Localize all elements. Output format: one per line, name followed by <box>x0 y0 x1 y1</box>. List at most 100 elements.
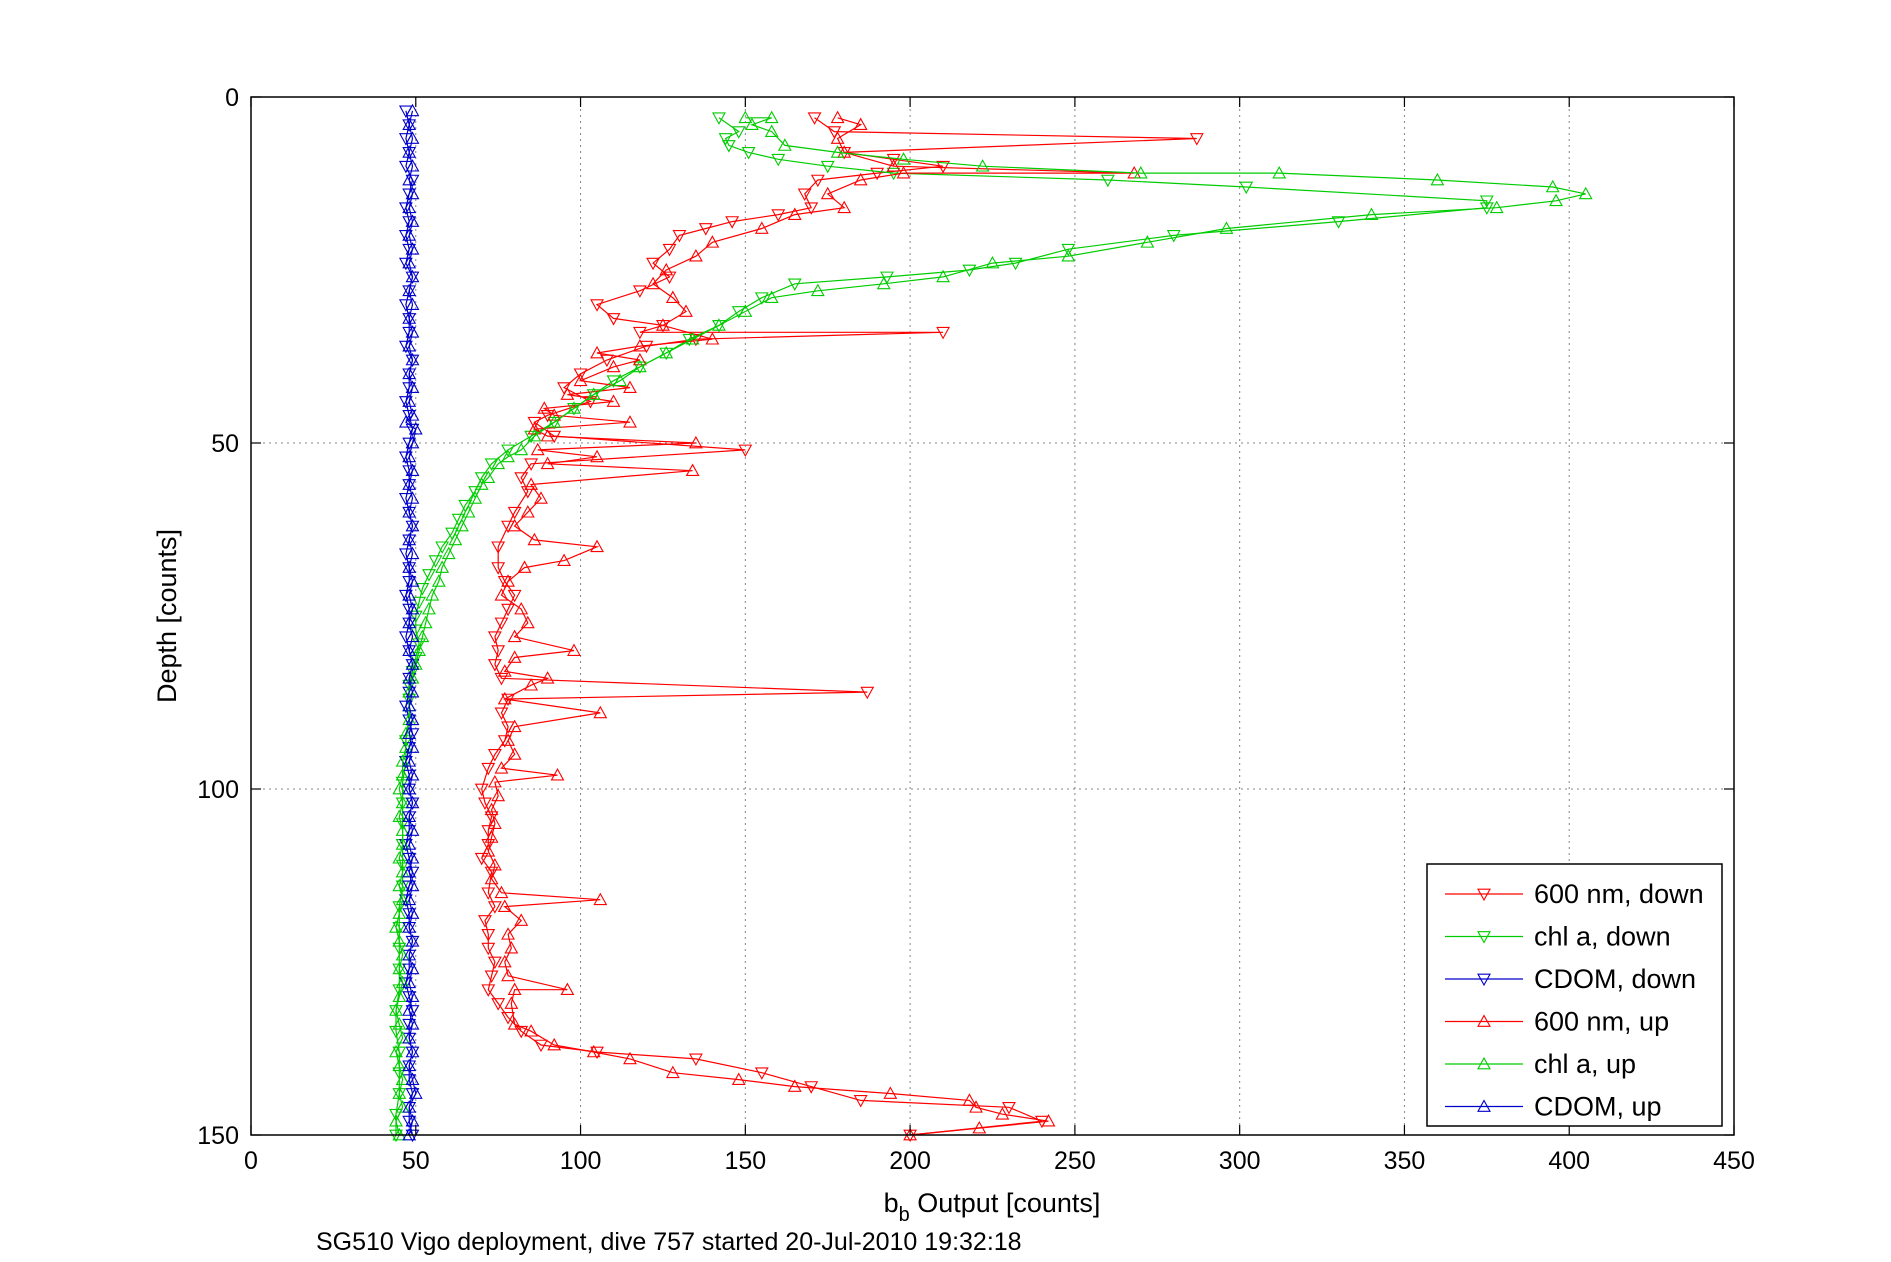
data-point <box>402 920 417 933</box>
data-point <box>534 491 548 504</box>
data-point <box>402 449 417 463</box>
data-point <box>395 768 410 781</box>
data-point <box>573 373 588 387</box>
data-point <box>514 472 529 485</box>
data-point <box>481 928 496 942</box>
data-point <box>402 1060 417 1073</box>
data-point <box>402 394 417 407</box>
data-point <box>491 541 506 554</box>
data-point <box>744 117 759 131</box>
data-point <box>787 278 802 291</box>
data-point <box>524 477 539 490</box>
data-point <box>820 186 835 200</box>
data-point <box>402 864 417 878</box>
data-point <box>520 615 535 629</box>
data-point <box>487 631 502 644</box>
data-point <box>405 684 420 698</box>
data-point <box>876 276 891 290</box>
data-point <box>1364 207 1379 220</box>
data-point <box>487 659 502 672</box>
data-point <box>405 574 420 587</box>
x-tick-label: 0 <box>244 1147 258 1175</box>
legend-label: CDOM, up <box>1534 1092 1662 1122</box>
data-point <box>402 588 417 601</box>
legend-swatch-marker <box>1477 931 1491 944</box>
data-point <box>524 1024 539 1037</box>
series-line <box>395 117 1586 1136</box>
data-point <box>1166 230 1181 243</box>
data-point <box>504 941 519 954</box>
data-point <box>606 359 621 373</box>
data-point <box>481 839 496 852</box>
data-point <box>501 927 515 940</box>
data-point <box>738 444 753 458</box>
data-point <box>392 1058 407 1072</box>
data-point <box>557 553 572 566</box>
data-point <box>448 532 463 546</box>
legend-item: 600 nm, up <box>1445 1007 1669 1037</box>
data-point <box>853 1095 868 1108</box>
data-point <box>830 131 845 144</box>
data-point <box>402 228 417 241</box>
data-point <box>402 477 417 490</box>
data-point <box>797 188 812 202</box>
data-point <box>484 871 499 885</box>
data-point <box>402 562 417 575</box>
data-point <box>632 326 647 340</box>
data-point <box>886 153 901 167</box>
data-point <box>1479 195 1494 208</box>
data-point <box>685 332 700 345</box>
plot-frame <box>250 96 1735 1136</box>
data-point <box>402 311 417 324</box>
data-point <box>590 299 604 312</box>
data-point <box>402 147 417 160</box>
data-point <box>613 373 628 387</box>
data-point <box>405 380 420 393</box>
data-point <box>405 159 420 172</box>
legend-item: CDOM, down <box>1445 964 1696 994</box>
data-point <box>481 470 496 483</box>
data-point <box>593 705 608 719</box>
data-point <box>402 255 417 269</box>
data-point <box>718 133 733 146</box>
data-point <box>481 762 496 776</box>
data-point <box>402 506 417 520</box>
data-point <box>402 809 417 823</box>
data-point <box>461 505 476 518</box>
data-point <box>395 795 410 809</box>
data-point <box>408 610 423 624</box>
x-tick-label: 150 <box>724 1147 766 1175</box>
data-point <box>586 387 601 400</box>
data-point <box>764 110 779 124</box>
data-point <box>777 138 792 151</box>
data-point <box>435 541 450 554</box>
series-600-nm-up <box>481 110 1142 1141</box>
data-point <box>402 285 417 298</box>
data-point <box>540 456 555 470</box>
data-point <box>405 297 420 310</box>
data-point <box>507 747 522 760</box>
data-point <box>860 686 875 700</box>
data-point <box>392 781 407 795</box>
y-tick-label: 100 <box>197 776 239 804</box>
data-point <box>830 145 845 158</box>
legend-item: chl a, up <box>1445 1049 1636 1079</box>
data-point <box>389 920 403 933</box>
data-point <box>402 617 417 631</box>
data-point <box>1002 1101 1016 1115</box>
data-point <box>405 269 420 283</box>
data-point <box>392 1017 407 1030</box>
x-tick-label: 450 <box>1713 1147 1755 1175</box>
data-point <box>402 366 417 380</box>
data-point <box>810 174 825 188</box>
data-point <box>405 131 420 144</box>
data-point <box>405 354 420 368</box>
data-point <box>395 823 410 836</box>
data-point <box>567 403 581 416</box>
legend-swatch-marker <box>1477 1014 1491 1027</box>
data-point <box>474 852 489 866</box>
data-point <box>870 167 885 181</box>
legend-label: CDOM, down <box>1534 964 1696 994</box>
data-point <box>405 989 420 1002</box>
data-point <box>491 456 506 470</box>
